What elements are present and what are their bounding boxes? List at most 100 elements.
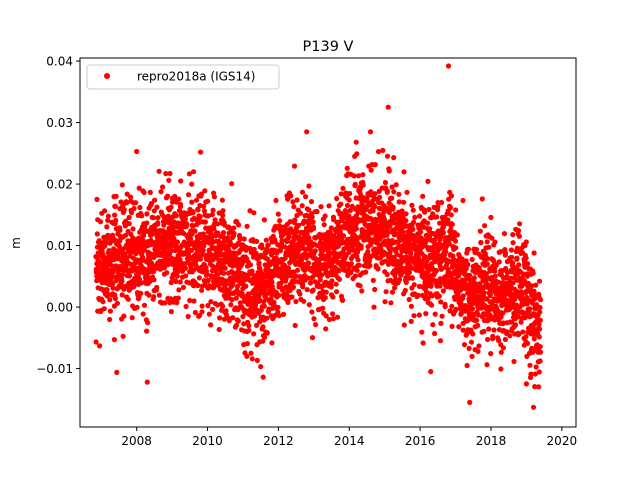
data-point xyxy=(204,271,210,278)
data-point xyxy=(222,265,228,271)
data-point xyxy=(385,104,391,110)
data-point xyxy=(525,340,531,346)
data-point xyxy=(155,215,161,221)
data-point xyxy=(286,233,292,239)
data-point xyxy=(387,250,393,256)
x-tick-label: 2016 xyxy=(405,434,436,448)
data-point xyxy=(474,317,480,323)
data-point xyxy=(455,294,461,300)
y-axis-label: m xyxy=(9,237,23,249)
data-point xyxy=(112,295,118,302)
data-point xyxy=(438,320,444,326)
data-point xyxy=(202,188,208,194)
data-point xyxy=(189,199,195,205)
data-point xyxy=(536,278,543,284)
data-point xyxy=(309,309,315,315)
data-point xyxy=(293,298,299,305)
data-point xyxy=(246,327,252,334)
data-point xyxy=(408,303,414,309)
data-point xyxy=(343,190,349,196)
data-point xyxy=(226,318,232,324)
data-point xyxy=(246,323,252,329)
data-point xyxy=(508,247,514,253)
data-point xyxy=(516,262,522,268)
data-point xyxy=(121,206,127,213)
data-point xyxy=(280,311,287,317)
data-point xyxy=(276,223,283,229)
data-point xyxy=(197,214,203,220)
data-point xyxy=(285,299,291,305)
data-point xyxy=(475,322,481,328)
data-point xyxy=(297,291,303,297)
data-point xyxy=(151,294,157,300)
data-point xyxy=(360,172,366,178)
data-point xyxy=(448,212,454,218)
data-point xyxy=(320,305,326,311)
data-point xyxy=(464,362,470,369)
data-point xyxy=(191,298,197,304)
data-point xyxy=(107,297,113,303)
data-point xyxy=(396,191,402,197)
data-point xyxy=(112,212,118,218)
data-point xyxy=(368,167,374,173)
data-point xyxy=(309,214,315,220)
data-point xyxy=(536,384,542,390)
data-point xyxy=(283,276,289,282)
data-point xyxy=(353,226,359,232)
data-point xyxy=(247,245,253,252)
data-point xyxy=(516,331,522,337)
x-tick-label: 2018 xyxy=(476,434,507,448)
data-point xyxy=(291,204,297,210)
data-point xyxy=(138,280,145,286)
data-point xyxy=(208,299,214,305)
data-point xyxy=(330,294,336,300)
data-point xyxy=(131,205,137,212)
data-point xyxy=(343,209,349,215)
data-point xyxy=(253,302,259,308)
data-point xyxy=(467,272,473,278)
data-point xyxy=(182,216,188,222)
data-point xyxy=(392,285,398,291)
x-tick-label: 2014 xyxy=(334,434,365,448)
data-point xyxy=(485,336,491,343)
data-point xyxy=(294,228,300,235)
data-point xyxy=(163,171,169,177)
data-point xyxy=(220,208,226,214)
data-point xyxy=(420,340,426,346)
data-point xyxy=(110,269,116,275)
data-point xyxy=(124,191,130,197)
data-point xyxy=(516,233,523,239)
data-point xyxy=(175,269,181,275)
data-point xyxy=(254,357,260,363)
data-point xyxy=(533,306,539,312)
data-point xyxy=(532,384,538,390)
data-point xyxy=(151,215,157,221)
legend: repro2018a (IGS14) xyxy=(86,64,280,90)
data-point xyxy=(352,181,358,187)
data-point xyxy=(168,248,174,254)
data-point xyxy=(396,199,402,205)
data-point xyxy=(151,208,157,214)
data-point xyxy=(358,243,364,249)
data-point xyxy=(243,283,249,289)
data-point xyxy=(536,334,542,340)
data-point xyxy=(384,189,390,195)
data-point xyxy=(119,292,125,298)
data-point xyxy=(410,226,416,232)
data-point xyxy=(231,230,237,236)
data-point xyxy=(527,362,533,368)
data-point xyxy=(306,260,312,266)
data-point xyxy=(140,254,146,260)
data-point xyxy=(367,263,373,269)
data-point xyxy=(515,227,522,234)
data-point xyxy=(389,184,395,190)
data-point xyxy=(265,242,271,248)
data-point xyxy=(484,261,490,267)
data-point xyxy=(311,316,317,322)
data-point xyxy=(415,292,421,298)
data-point xyxy=(297,262,303,268)
data-point xyxy=(199,287,205,293)
data-point xyxy=(416,312,422,318)
data-point xyxy=(294,267,301,273)
data-point xyxy=(119,182,125,188)
